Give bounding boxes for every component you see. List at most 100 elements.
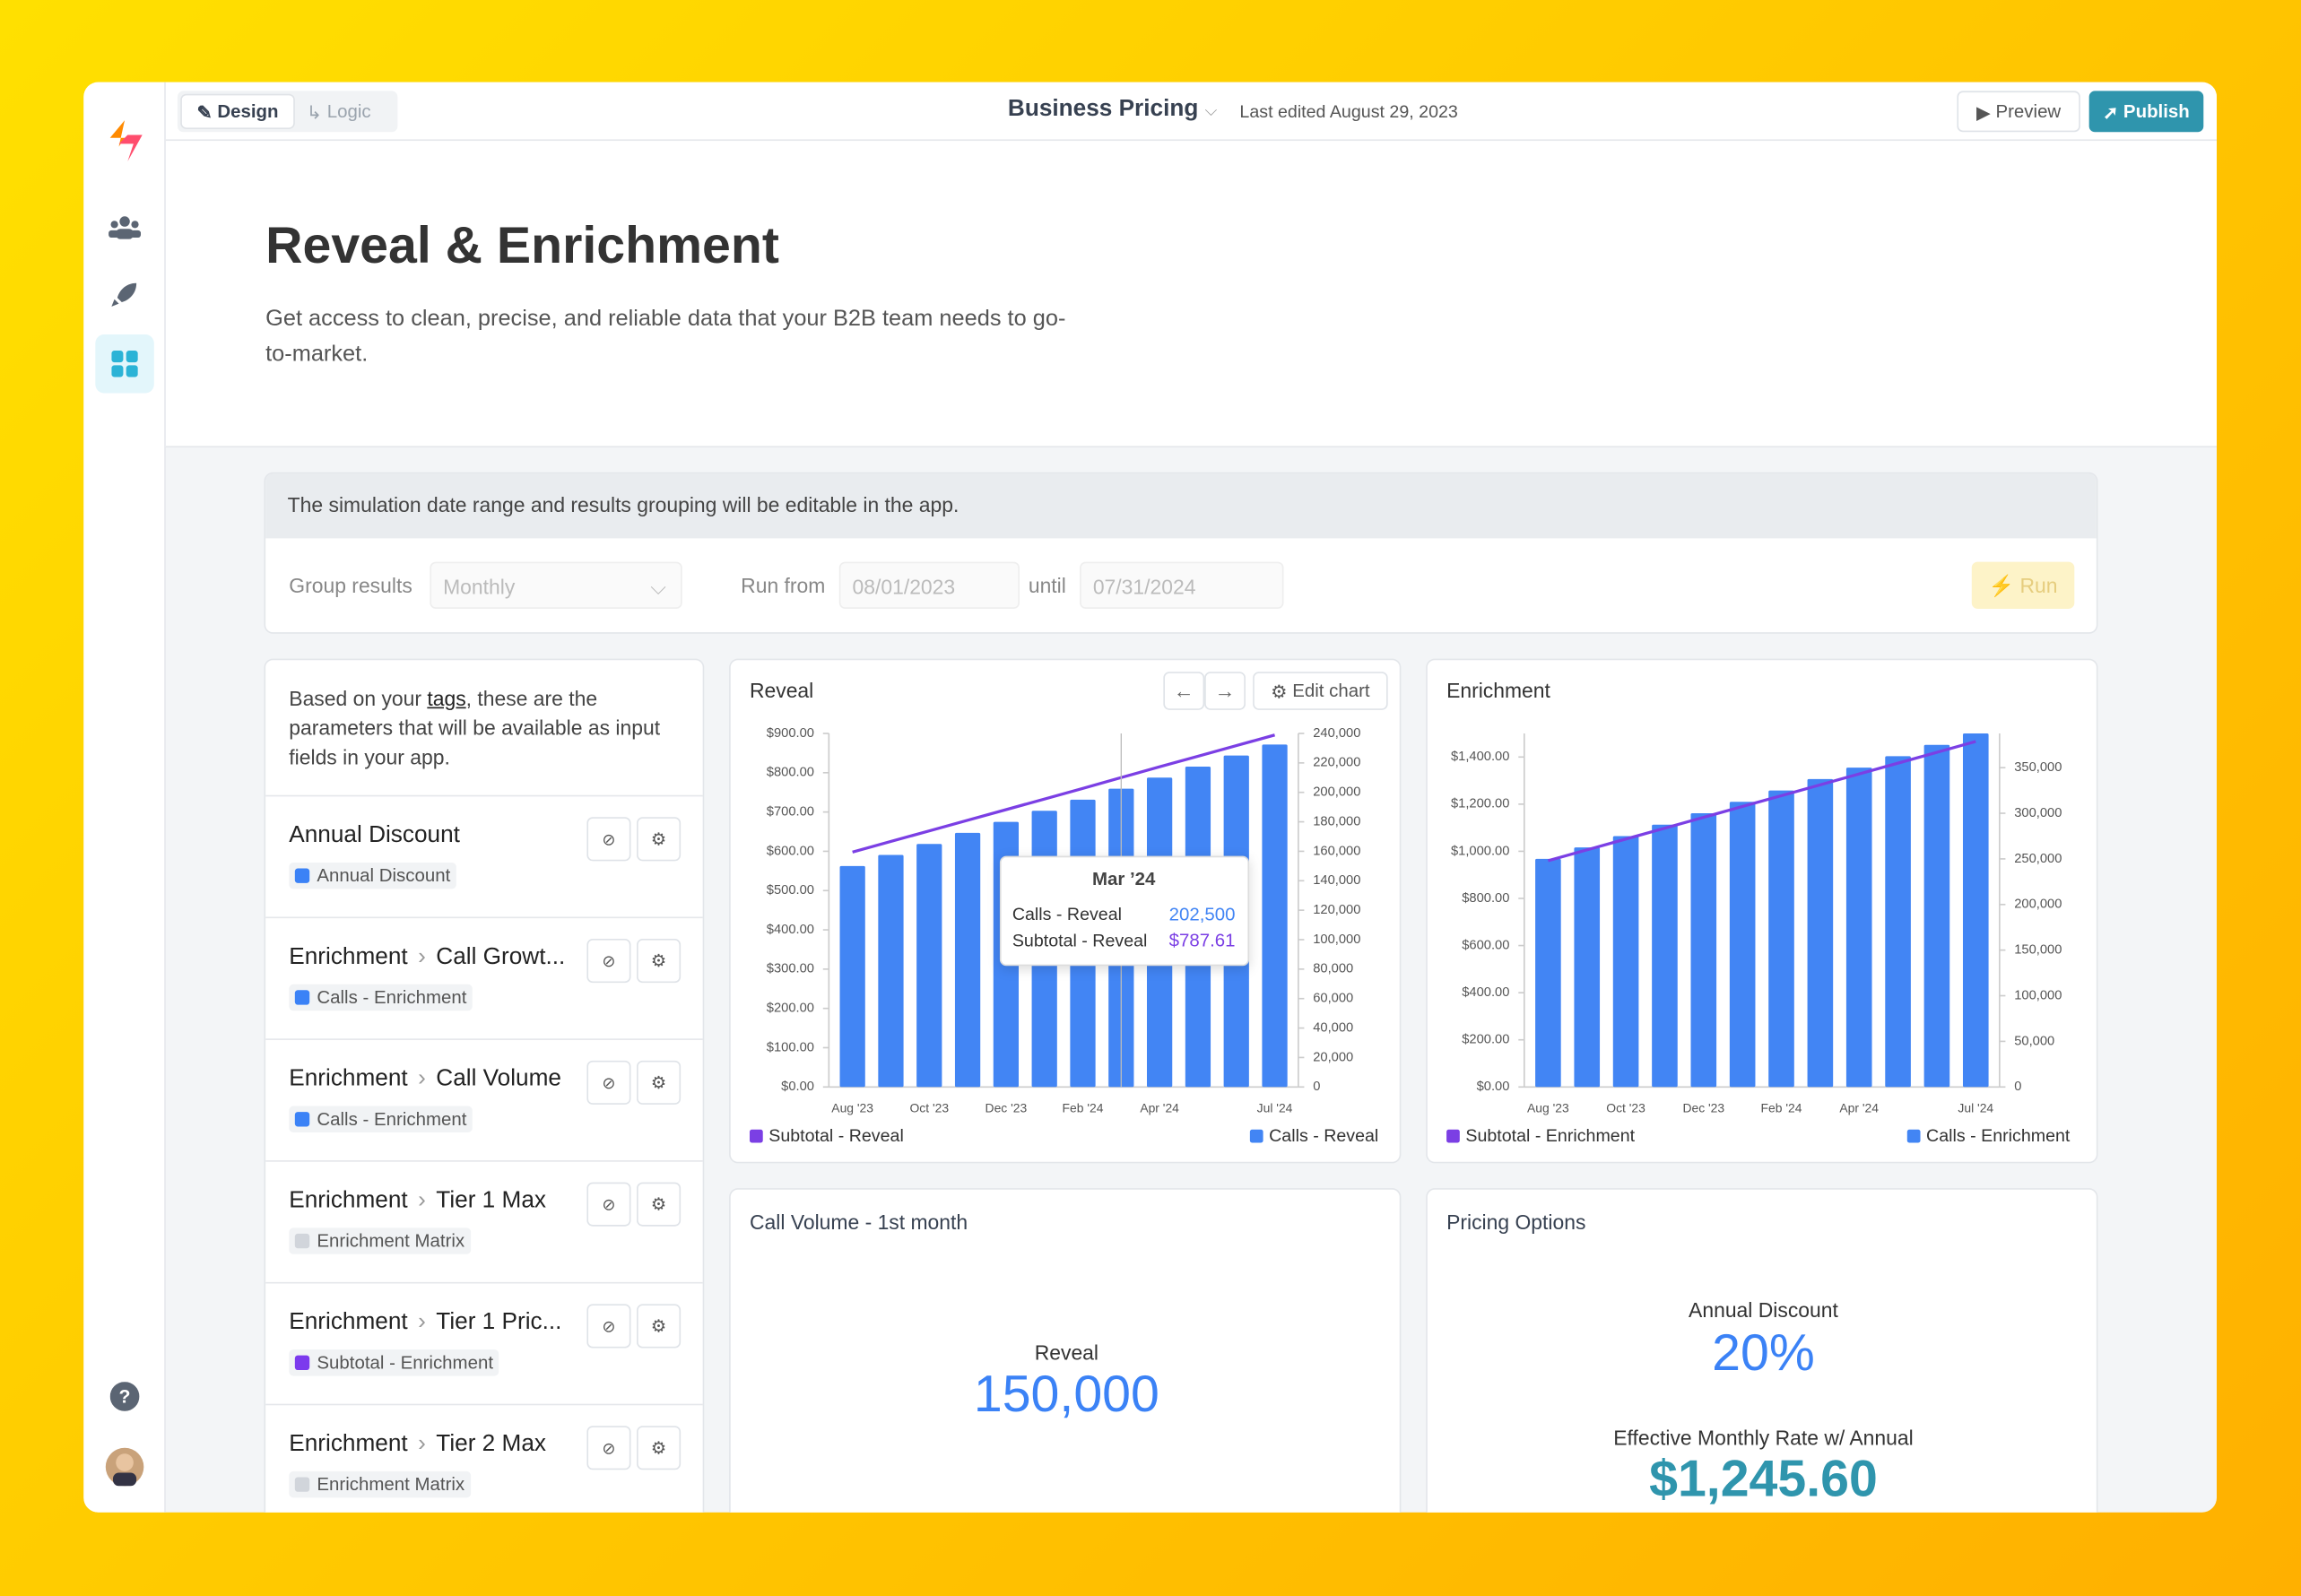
legend-swatch <box>1446 1129 1460 1143</box>
metric-card: Call Volume - 1st month Reveal 150,000 <box>729 1188 1402 1513</box>
parameter-name: Annual Discount <box>289 822 460 848</box>
y2-tick-label: 200,000 <box>1313 785 1360 800</box>
settings-button[interactable]: ⚙ <box>637 1060 682 1105</box>
settings-button[interactable]: ⚙ <box>637 1426 682 1470</box>
separator: › <box>418 1066 426 1092</box>
tags-link[interactable]: tags <box>427 686 466 710</box>
from-input[interactable]: 08/01/2023 <box>838 561 1020 609</box>
tag-swatch <box>294 990 310 1005</box>
y2-tick-label: 200,000 <box>2014 898 2062 912</box>
edit-chart-button[interactable]: ⚙ Edit chart <box>1253 672 1388 710</box>
doc-title-text: Business Pricing <box>1007 96 1199 122</box>
bar <box>839 865 865 1088</box>
svg-text:?: ? <box>119 1386 131 1408</box>
y-tick-label: $500.00 <box>767 883 814 898</box>
next-button[interactable]: → <box>1204 672 1246 710</box>
rocket-icon[interactable] <box>110 280 140 309</box>
parameter-title: Enrichment › Call Growt... <box>289 945 565 971</box>
button-label: Edit chart <box>1292 681 1370 702</box>
hide-button[interactable]: ⊘ <box>586 1426 631 1470</box>
group-select[interactable]: Monthly ⌵ <box>430 561 682 609</box>
y2-tick-label: 50,000 <box>2014 1034 2054 1048</box>
bar <box>1729 802 1756 1088</box>
legend-label: Subtotal - Reveal <box>768 1126 904 1146</box>
tag-swatch <box>294 1355 310 1371</box>
y-tick-label: $1,400.00 <box>1451 750 1509 764</box>
parameter-prefix: Enrichment <box>289 1066 408 1092</box>
help-icon[interactable]: ? <box>109 1382 140 1411</box>
parameter-title: Enrichment › Tier 2 Max <box>289 1432 546 1458</box>
hide-button[interactable]: ⊘ <box>586 1304 631 1349</box>
tooltip-label: Subtotal - Reveal <box>1012 931 1148 950</box>
parameter-prefix: Enrichment <box>289 1431 408 1457</box>
people-icon[interactable] <box>109 214 142 240</box>
legend-swatch <box>1906 1129 1921 1143</box>
chart: Reveal $0.00 $100.00 $200.00 $300.00 $400.00 $… <box>749 679 1378 1146</box>
parameter-row: Enrichment › Call Growt... Calls - Enrichme… <box>265 916 703 1039</box>
tag-label: Enrichment Matrix <box>317 1474 465 1496</box>
settings-button[interactable]: ⚙ <box>637 817 682 862</box>
parameter-row: Annual Discount Annual Discount ⊘ ⚙ <box>265 794 703 917</box>
line <box>852 733 1275 854</box>
parameters-intro: Based on your tags, these are the parame… <box>289 683 685 771</box>
metric-label: Annual Discount <box>1689 1297 1838 1323</box>
metric-value: 20% <box>1712 1324 1815 1383</box>
run-from-label: Run from <box>741 573 826 597</box>
metric-label: Reveal <box>1034 1340 1099 1365</box>
hide-button[interactable]: ⊘ <box>586 1060 631 1105</box>
until-label: until <box>1028 573 1066 597</box>
y-tick-label: $600.00 <box>1462 938 1509 952</box>
prev-button[interactable]: ← <box>1163 672 1205 710</box>
y-tick-label: $200.00 <box>767 1002 814 1016</box>
logo <box>109 120 143 161</box>
legend-label: Calls - Reveal <box>1269 1126 1378 1146</box>
logic-tab[interactable]: ↳ Logic <box>306 100 371 123</box>
header: Reveal & Enrichment Get access to clean,… <box>165 141 2217 447</box>
x-tick-label: Apr '24 <box>1140 1100 1179 1115</box>
y2-tick-label: 100,000 <box>1313 932 1360 947</box>
y2-tick-label: 60,000 <box>1313 992 1353 1006</box>
hide-button[interactable]: ⊘ <box>586 1182 631 1227</box>
legend-swatch <box>1249 1129 1263 1143</box>
parameter-name: Call Volume <box>436 1066 561 1092</box>
last-edited: Last edited August 29, 2023 <box>1239 100 1458 122</box>
legend-label: Subtotal - Enrichment <box>1465 1126 1635 1146</box>
settings-button[interactable]: ⚙ <box>637 1182 682 1227</box>
y2-tick-label: 140,000 <box>1313 873 1360 888</box>
bar <box>1690 813 1717 1088</box>
parameter-name: Call Growt... <box>436 944 566 970</box>
doc-title[interactable]: Business Pricing ⌵ <box>1007 96 1218 122</box>
x-tick-label: Apr '24 <box>1839 1100 1879 1115</box>
y2-tick-label: 180,000 <box>1313 814 1360 828</box>
run-button[interactable]: ⚡ Run <box>1971 561 2075 609</box>
preview-button[interactable]: ▶ Preview <box>1957 91 2080 133</box>
legend-label: Calls - Enrichment <box>1926 1126 2071 1146</box>
metric-label: Effective Monthly Rate w/ Annual <box>1613 1426 1914 1450</box>
avatar[interactable] <box>104 1446 145 1488</box>
apps-nav[interactable] <box>95 334 154 394</box>
settings-button[interactable]: ⚙ <box>637 939 682 984</box>
button-label: Run <box>2019 573 2058 597</box>
hide-button[interactable]: ⊘ <box>586 939 631 984</box>
chart-card: Reveal $0.00 $100.00 $200.00 $300.00 $400.00 $… <box>729 658 1402 1164</box>
parameter-tag: Annual Discount <box>289 862 456 889</box>
x-tick-label: Aug '23 <box>831 1100 873 1115</box>
tab-label: Design <box>217 100 279 122</box>
bar <box>1574 847 1601 1088</box>
app-window: ? ✎ Design ↳ Logic Business Pricing ⌵ La… <box>83 82 2217 1513</box>
y2-tick-label: 150,000 <box>2014 943 2062 958</box>
hide-button[interactable]: ⊘ <box>586 817 631 862</box>
y2-tick-label: 120,000 <box>1313 903 1360 917</box>
design-tab[interactable]: ✎ Design <box>180 93 295 129</box>
until-input[interactable]: 07/31/2024 <box>1080 561 1284 609</box>
chart-title: Reveal <box>750 679 813 702</box>
settings-button[interactable]: ⚙ <box>637 1304 682 1349</box>
bar <box>1962 733 1989 1088</box>
y-tick-label: $1,000.00 <box>1451 844 1509 858</box>
card-title: Pricing Options <box>1446 1210 1586 1234</box>
page-title: Reveal & Enrichment <box>265 217 779 274</box>
sidebar: ? <box>83 82 166 1513</box>
legend-swatch <box>749 1129 763 1143</box>
parameter-title: Enrichment › Tier 1 Pric... <box>289 1310 561 1336</box>
publish-button[interactable]: ➚ Publish <box>2088 91 2204 133</box>
